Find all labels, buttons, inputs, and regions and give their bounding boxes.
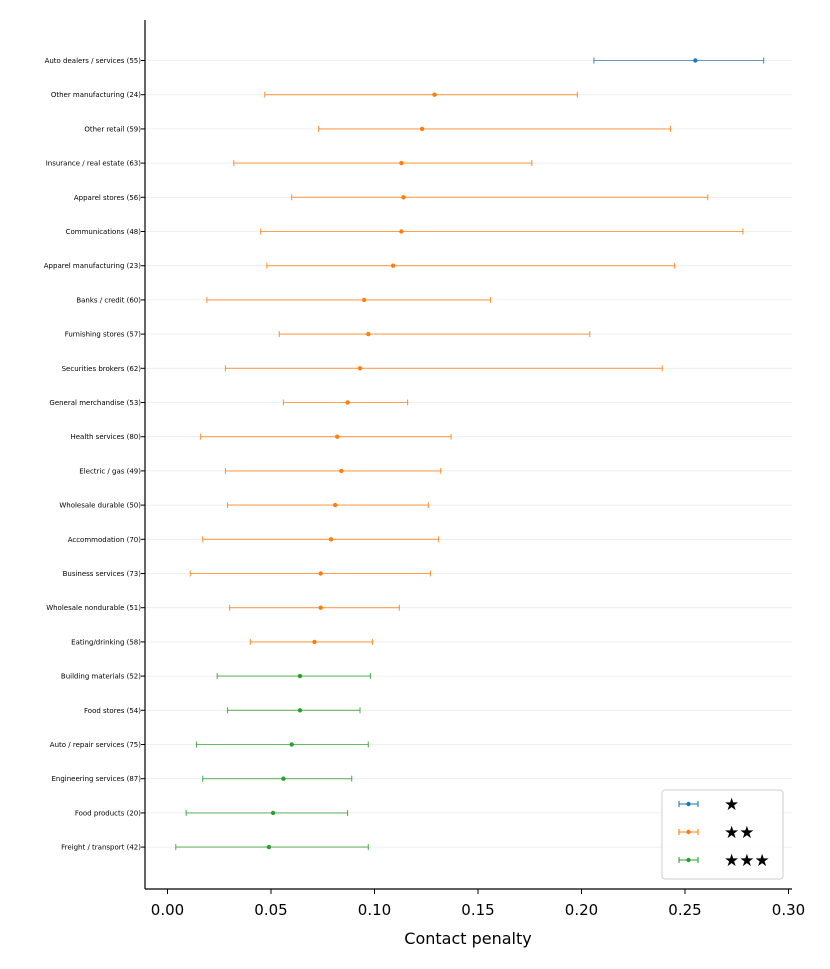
y-tick-label: Freight / transport (42) (61, 844, 141, 852)
x-axis-label: Contact penalty (404, 929, 531, 948)
legend-label: ★★ (724, 823, 754, 843)
legend-frame (661, 789, 784, 880)
y-tick-label: Auto dealers / services (55) (45, 57, 142, 65)
data-point (339, 468, 344, 474)
y-tick-label: Furnishing stores (57) (65, 331, 142, 339)
data-point (432, 92, 437, 97)
x-tick-label: 0.15 (461, 901, 494, 919)
y-tick-label: Apparel manufacturing (23) (44, 262, 141, 270)
data-point (335, 434, 340, 439)
data-point (281, 776, 286, 781)
legend-marker (686, 829, 691, 835)
error-bars-layer (175, 57, 765, 851)
y-tick-label: Insurance / real estate (63) (46, 160, 142, 168)
data-point (399, 229, 404, 234)
legend-marker (686, 801, 691, 807)
y-tick-label: Eating/drinking (58) (71, 638, 141, 646)
y-tick-label: Apparel stores (56) (74, 194, 141, 202)
data-point (328, 537, 334, 542)
data-point (318, 571, 323, 576)
data-point (693, 58, 698, 63)
y-tick-label: Health services (80) (70, 433, 141, 441)
data-point (332, 502, 338, 508)
y-tick-label: Wholesale nondurable (51) (46, 604, 141, 612)
x-tick-label: 0.20 (565, 901, 598, 919)
x-tick-label: 0.05 (254, 901, 287, 919)
y-tick-label: Business services (73) (63, 570, 142, 578)
y-tick-label: Food products (20) (75, 809, 141, 817)
data-point (270, 810, 276, 816)
data-point (345, 400, 350, 405)
y-tick-label: Electric / gas (49) (79, 467, 141, 475)
data-point (419, 126, 425, 132)
data-point (266, 844, 272, 850)
grid-layer (145, 60, 792, 848)
legend: ★★★★★★ (661, 789, 784, 880)
data-point (366, 331, 371, 337)
data-point (399, 160, 404, 166)
y-tick-label: Securities brokers (62) (62, 365, 142, 373)
y-tick-label: Building materials (52) (61, 673, 141, 681)
x-tick-label: 0.10 (358, 901, 391, 919)
data-point (361, 297, 367, 303)
y-labels-layer: Auto dealers / services (55) Other manufa… (44, 57, 145, 852)
y-tick-label: Auto / repair services (75) (50, 741, 141, 749)
x-ticks-layer: 0.00 0.05 0.10 0.15 0.20 0.25 0.30 (151, 889, 805, 919)
y-tick-label: Engineering services (87) (51, 775, 141, 783)
axes-layer (144, 20, 792, 890)
data-point (318, 605, 323, 610)
y-tick-label: Other retail (59) (84, 125, 141, 133)
legend-label: ★★★ (724, 851, 770, 871)
data-point (297, 708, 303, 713)
data-point (289, 742, 294, 747)
y-tick-label: Accommodation (70) (68, 536, 142, 544)
x-tick-label: 0.25 (668, 901, 701, 919)
x-tick-label: 0.00 (151, 901, 184, 919)
y-tick-label: Other manufacturing (24) (51, 91, 141, 99)
data-point (401, 195, 406, 200)
data-point (390, 263, 396, 268)
y-tick-label: General merchandise (53) (49, 399, 141, 407)
legend-marker (686, 857, 691, 863)
y-tick-label: Wholesale durable (50) (59, 502, 141, 510)
data-point (312, 639, 317, 645)
data-point (297, 673, 303, 679)
x-tick-label: 0.30 (772, 901, 805, 919)
y-tick-label: Communications (48) (66, 228, 142, 236)
y-tick-label: Banks / credit (60) (76, 296, 141, 304)
data-point (357, 366, 363, 371)
y-tick-label: Food stores (54) (84, 707, 141, 715)
legend-label: ★ (724, 795, 739, 815)
